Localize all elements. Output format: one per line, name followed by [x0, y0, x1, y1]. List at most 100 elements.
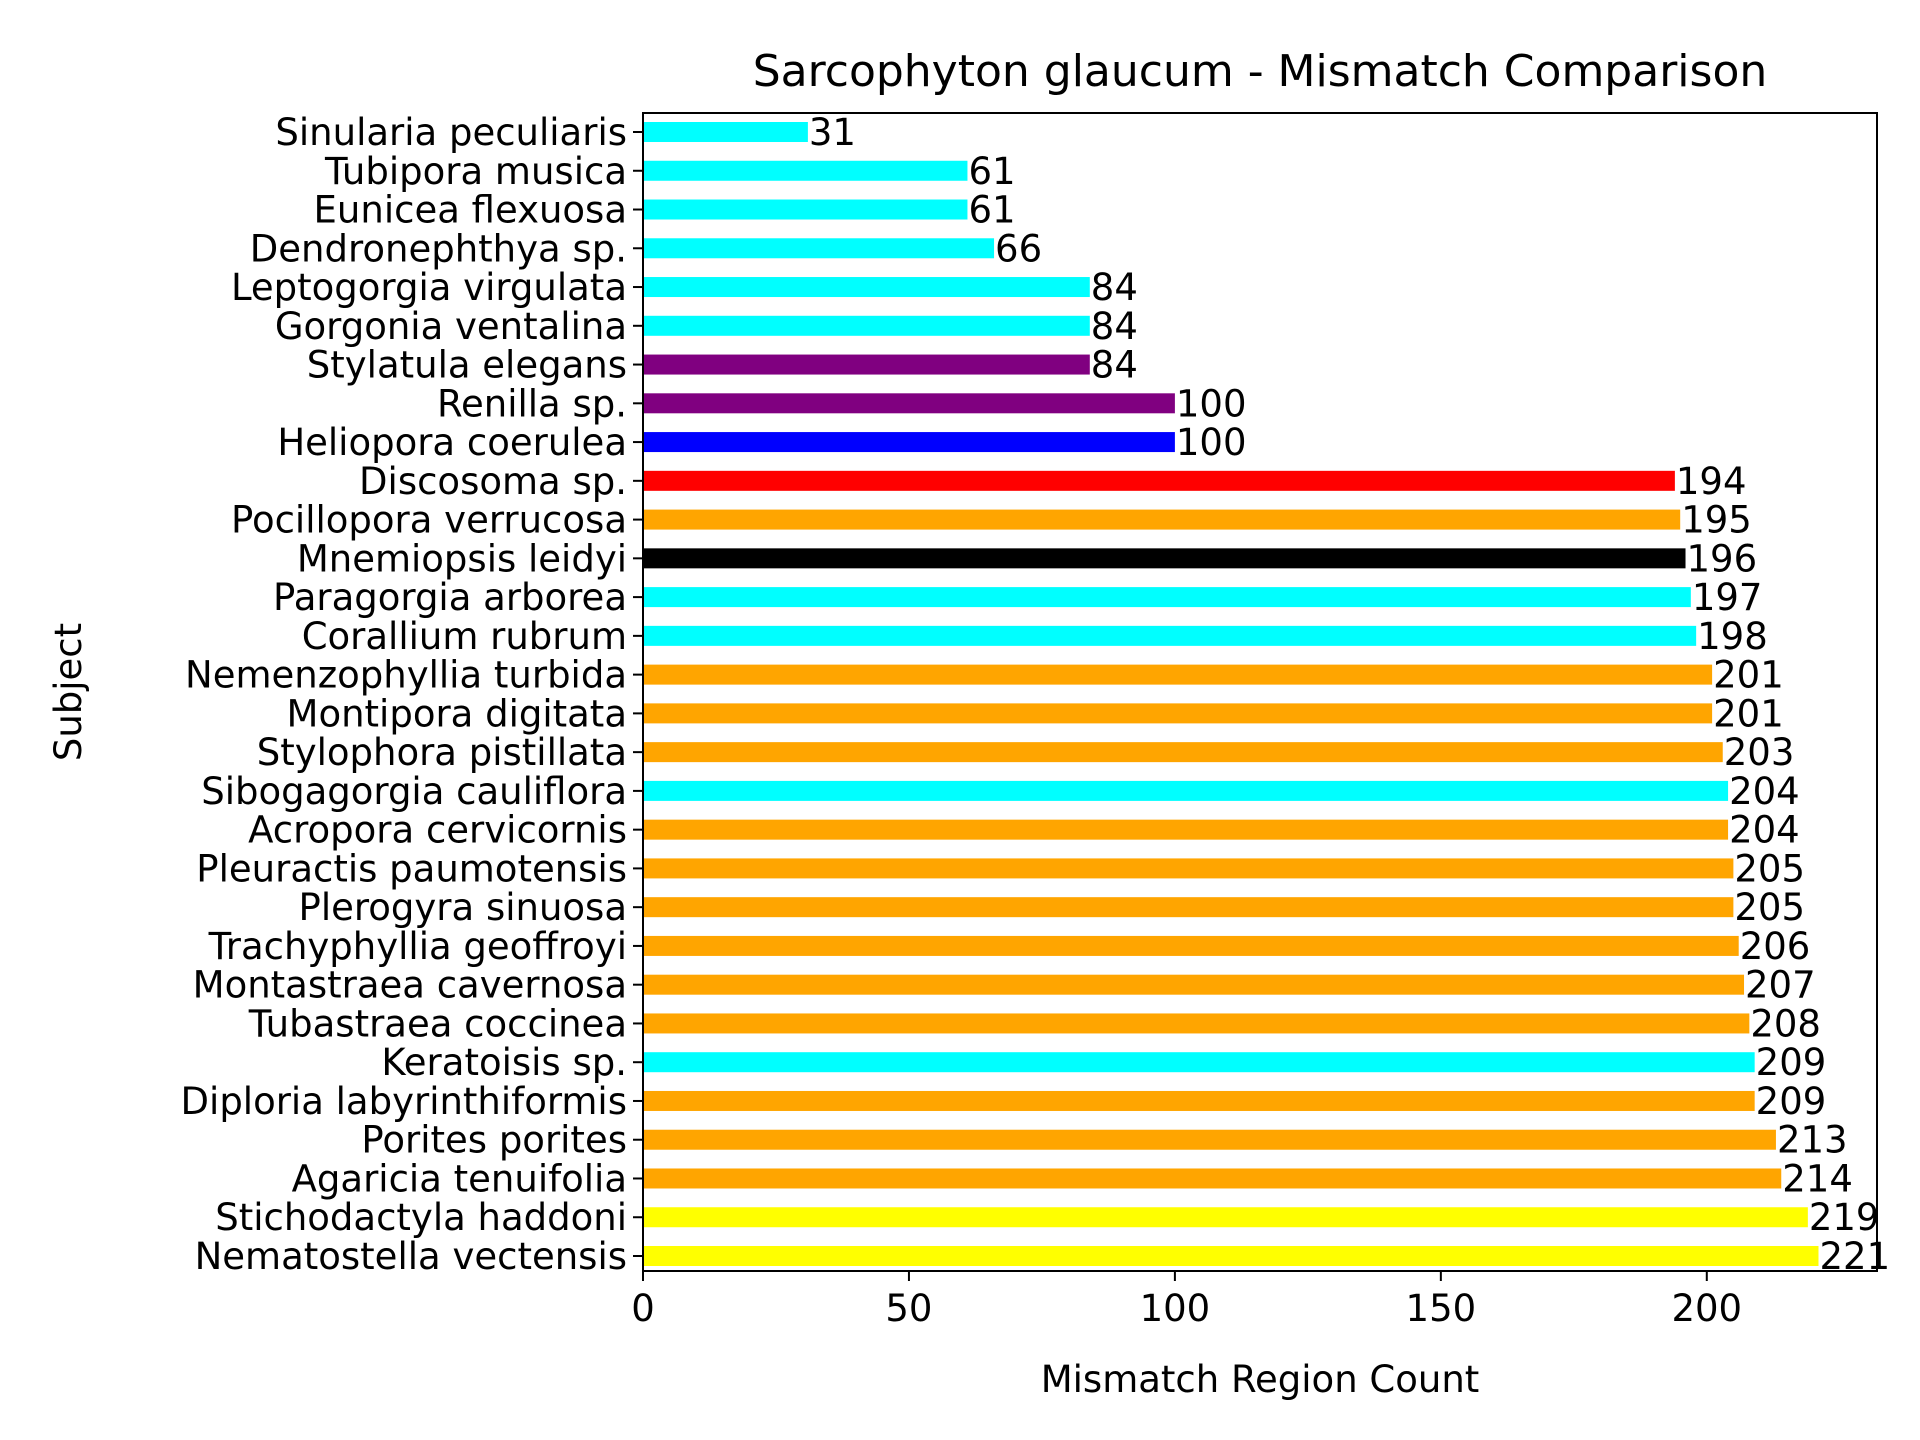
- data-label: 31: [809, 111, 856, 154]
- data-label: 208: [1750, 1002, 1821, 1045]
- bar: [643, 315, 1090, 336]
- y-tick-label: Plerogyra sinuosa: [299, 886, 627, 929]
- y-tick-label: Corallium rubrum: [302, 615, 627, 658]
- bar: [643, 199, 968, 220]
- bar: [643, 974, 1745, 995]
- data-label: 214: [1782, 1157, 1853, 1200]
- x-tick-label: 50: [885, 1287, 932, 1330]
- y-tick-label: Mnemiopsis leidyi: [297, 537, 627, 580]
- x-tick-label: 150: [1406, 1287, 1477, 1330]
- y-axis-label: Subject: [47, 623, 90, 761]
- bar: [643, 393, 1175, 414]
- bar: [643, 742, 1723, 763]
- x-tick-label: 100: [1140, 1287, 1211, 1330]
- chart-title: Sarcophyton glaucum - Mismatch Compariso…: [753, 46, 1768, 97]
- y-tick-label: Renilla sp.: [437, 382, 627, 425]
- bar: [643, 160, 968, 181]
- y-tick-label: Sibogagorgia cauliflora: [201, 770, 627, 813]
- bar: [643, 1129, 1776, 1150]
- y-tick-label: Paragorgia arborea: [273, 576, 627, 619]
- y-tick-label: Stylophora pistillata: [257, 731, 627, 774]
- data-label: 194: [1676, 460, 1747, 503]
- bar: [643, 1246, 1819, 1266]
- data-label: 198: [1697, 615, 1768, 658]
- data-label: 209: [1756, 1041, 1827, 1084]
- y-tick-label: Gorgonia ventalina: [275, 305, 627, 348]
- data-label: 204: [1729, 809, 1800, 852]
- bar: [643, 1207, 1808, 1228]
- bar: [643, 1168, 1782, 1189]
- bar: [643, 354, 1090, 375]
- y-tick-label: Leptogorgia virgulata: [231, 266, 627, 309]
- data-label: 61: [968, 189, 1015, 232]
- bar: [643, 470, 1675, 491]
- y-tick-label: Tubastraea coccinea: [248, 1002, 627, 1045]
- bar: [643, 819, 1729, 840]
- data-label: 207: [1745, 964, 1816, 1007]
- bar: [643, 548, 1686, 569]
- data-label: 209: [1756, 1080, 1827, 1123]
- y-tick-label: Eunicea flexuosa: [314, 189, 627, 232]
- y-tick-label: Diploria labyrinthiformis: [181, 1080, 627, 1123]
- y-tick-label: Montipora digitata: [287, 692, 627, 735]
- bar: [643, 509, 1681, 530]
- y-tick-label: Heliopora coerulea: [277, 421, 627, 464]
- y-tick-label: Stylatula elegans: [307, 344, 627, 387]
- data-label: 203: [1724, 731, 1795, 774]
- bar: [643, 122, 808, 142]
- data-label: 201: [1713, 654, 1784, 697]
- plot-frame: [642, 112, 1878, 1272]
- bar: [643, 625, 1697, 646]
- data-label: 84: [1091, 305, 1138, 348]
- y-tick-label: Pleuractis paumotensis: [196, 847, 627, 890]
- data-label: 195: [1681, 499, 1752, 542]
- data-label: 204: [1729, 770, 1800, 813]
- bar: [643, 935, 1739, 956]
- bar: [643, 780, 1729, 801]
- bar: [643, 1090, 1755, 1111]
- bar: [643, 277, 1090, 298]
- bar: [643, 432, 1175, 453]
- data-label: 206: [1740, 925, 1811, 968]
- data-labels-layer: 2212192142132092092082072062052052042042…: [809, 111, 1890, 1278]
- data-label: 205: [1734, 886, 1805, 929]
- bar: [643, 858, 1734, 879]
- data-label: 100: [1176, 382, 1247, 425]
- y-tick-label: Sinularia peculiaris: [275, 111, 627, 154]
- y-tick-label: Agaricia tenuifolia: [292, 1157, 627, 1200]
- y-tick-label: Pocillopora verrucosa: [231, 499, 627, 542]
- data-label: 84: [1091, 266, 1138, 309]
- bar: [643, 238, 995, 259]
- x-tick-label: 0: [631, 1287, 655, 1330]
- bars-layer: [643, 122, 1819, 1266]
- data-label: 197: [1692, 576, 1763, 619]
- data-label: 205: [1734, 847, 1805, 890]
- data-label: 219: [1809, 1196, 1880, 1239]
- y-tick-label: Dendronephthya sp.: [250, 227, 627, 270]
- bar: [643, 664, 1713, 685]
- y-tick-label: Acropora cervicornis: [248, 809, 627, 852]
- y-tick-label: Trachyphyllia geoffroyi: [208, 925, 627, 968]
- y-tick-label: Discosoma sp.: [359, 460, 627, 503]
- bar: [643, 897, 1734, 918]
- y-tick-label: Nematostella vectensis: [195, 1235, 627, 1278]
- y-tick-label: Keratoisis sp.: [381, 1041, 627, 1084]
- bar: [643, 1013, 1750, 1034]
- y-tick-label: Tubipora musica: [324, 150, 627, 193]
- data-label: 100: [1176, 421, 1247, 464]
- data-label: 61: [968, 150, 1015, 193]
- data-label: 84: [1091, 344, 1138, 387]
- x-axis-label: Mismatch Region Count: [1041, 1358, 1480, 1401]
- y-tick-label: Nemenzophyllia turbida: [185, 654, 627, 697]
- y-tick-label: Porites porites: [361, 1119, 627, 1162]
- data-label: 213: [1777, 1119, 1848, 1162]
- bar: [643, 587, 1691, 608]
- bar: [643, 1052, 1755, 1073]
- y-tick-label: Stichodactyla haddoni: [215, 1196, 627, 1239]
- y-tick-label: Montastraea cavernosa: [193, 964, 627, 1007]
- bar: [643, 703, 1713, 724]
- x-tick-label: 200: [1671, 1287, 1742, 1330]
- data-label: 201: [1713, 692, 1784, 735]
